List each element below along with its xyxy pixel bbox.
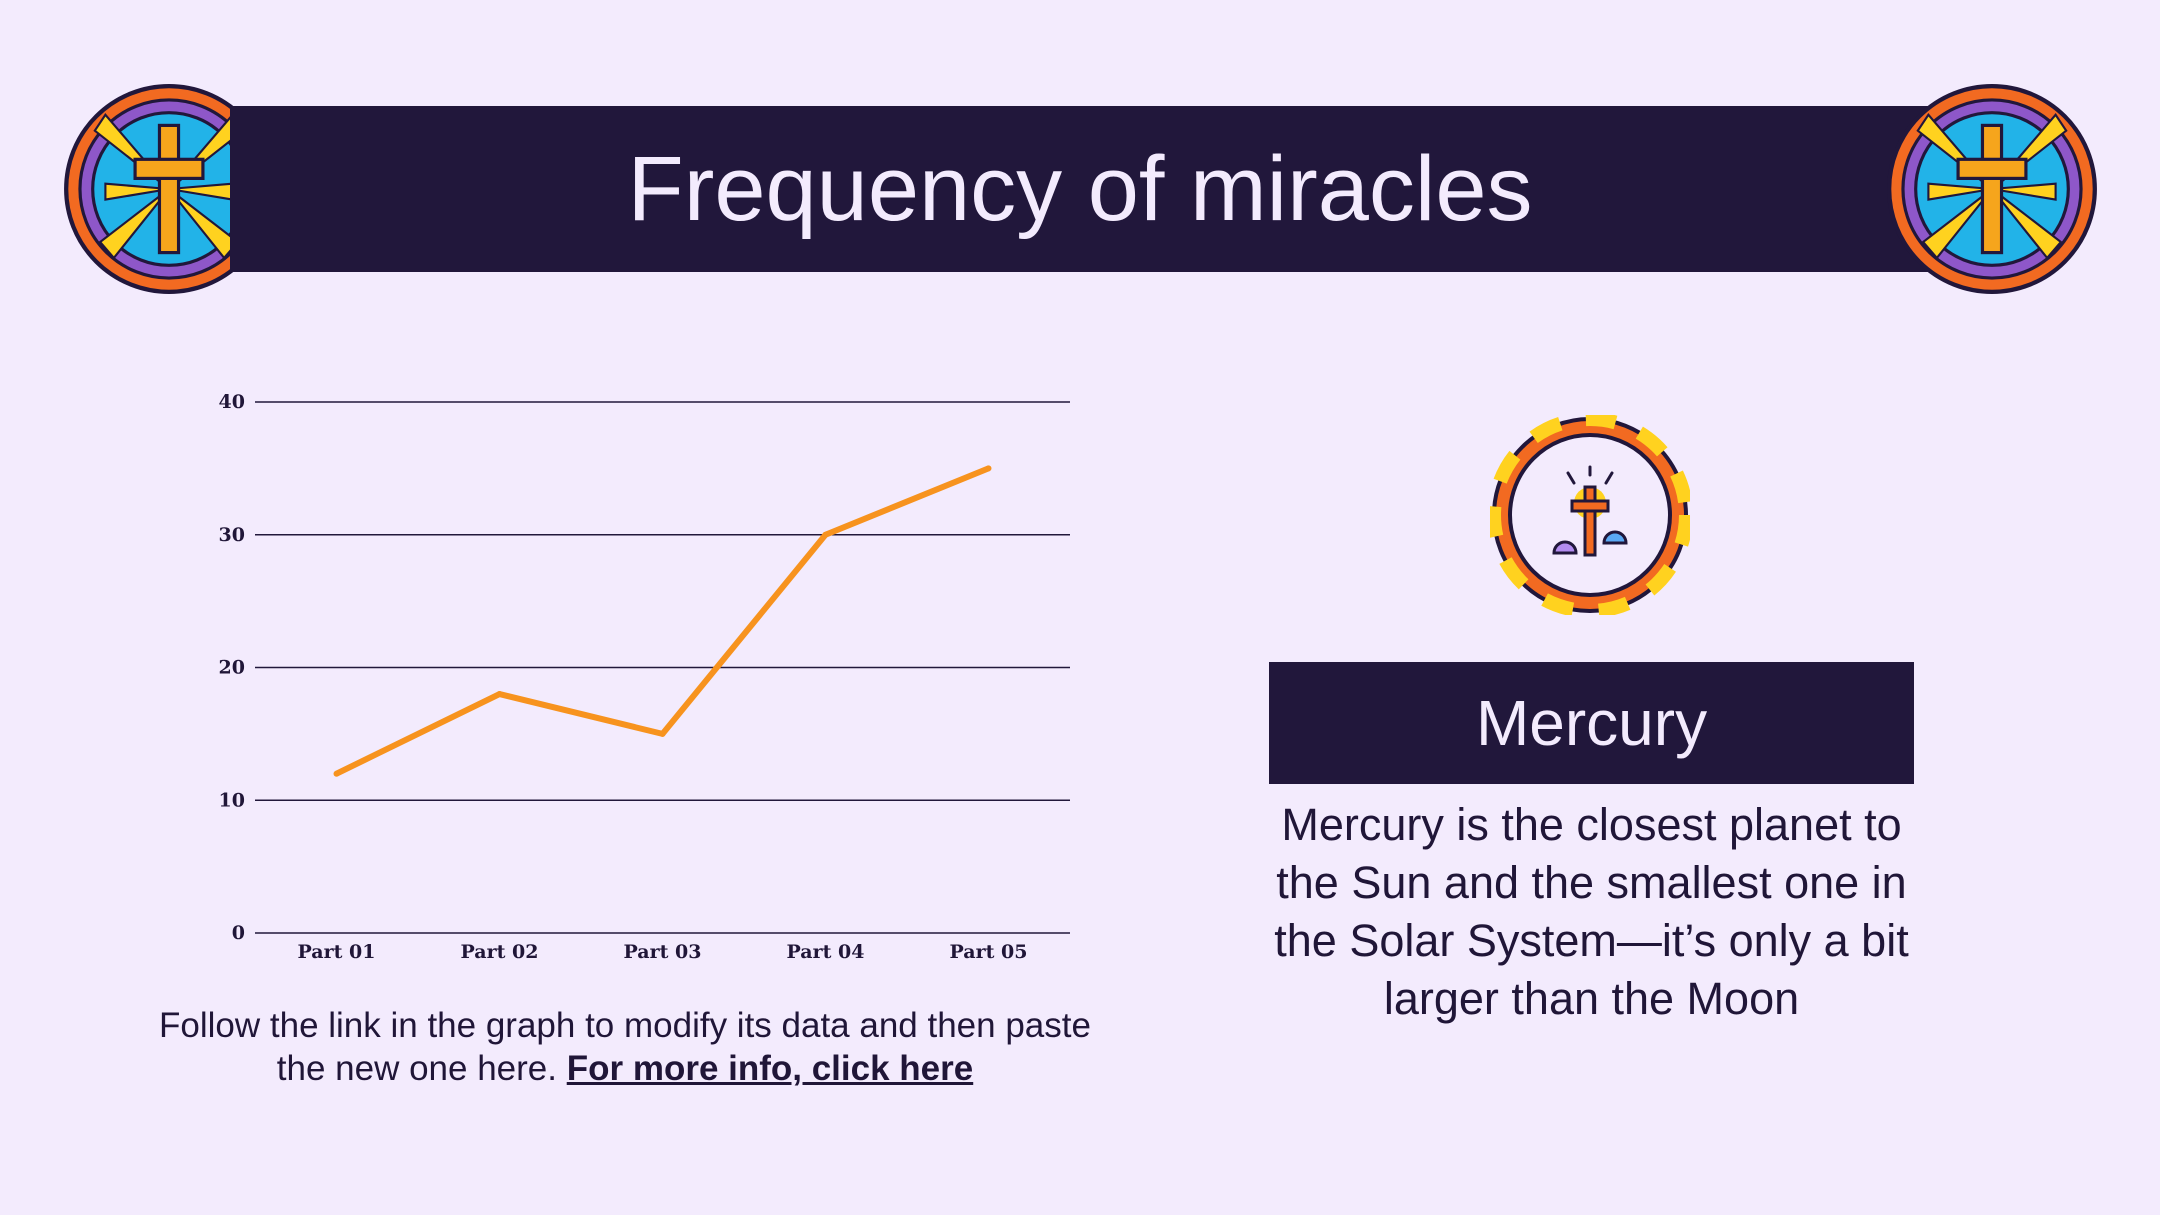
y-tick-label: 0 (232, 922, 245, 944)
chart-caption: Follow the link in the graph to modify i… (150, 1004, 1100, 1090)
y-axis-ticks: 0 10 20 30 40 (219, 391, 245, 944)
x-tick-label: Part 03 (624, 941, 702, 963)
y-tick-label: 10 (219, 789, 245, 811)
y-tick-label: 20 (219, 657, 245, 679)
title-banner: Frequency of miracles (230, 106, 1930, 272)
x-tick-label: Part 01 (298, 941, 376, 963)
grid-lines (255, 401, 1070, 934)
series-line (335, 465, 990, 777)
y-tick-label: 40 (219, 391, 245, 413)
mercury-title: Mercury (1475, 687, 1708, 759)
y-tick-label: 30 (219, 524, 245, 546)
data-point (659, 730, 666, 737)
mercury-description: Mercury is the closest planet to the Sun… (1274, 799, 1909, 1024)
x-tick-label: Part 02 (461, 941, 539, 963)
stained-glass-cross-icon (1887, 84, 2097, 294)
data-point (822, 531, 829, 538)
mercury-banner: Mercury (1269, 662, 1914, 784)
x-tick-label: Part 04 (787, 941, 865, 963)
x-tick-label: Part 05 (950, 941, 1028, 963)
series-layer (333, 465, 992, 777)
caption-text: Follow the link in the graph to modify i… (159, 1006, 1091, 1088)
x-axis-ticks: Part 01 Part 02 Part 03 Part 04 Part 05 (298, 941, 1028, 963)
glowing-cross-icon (1490, 415, 1690, 615)
data-point (496, 691, 503, 698)
page-title: Frequency of miracles (627, 138, 1533, 240)
data-point (333, 770, 340, 777)
more-info-link[interactable]: For more info, click here (566, 1049, 974, 1088)
data-point (985, 465, 992, 472)
